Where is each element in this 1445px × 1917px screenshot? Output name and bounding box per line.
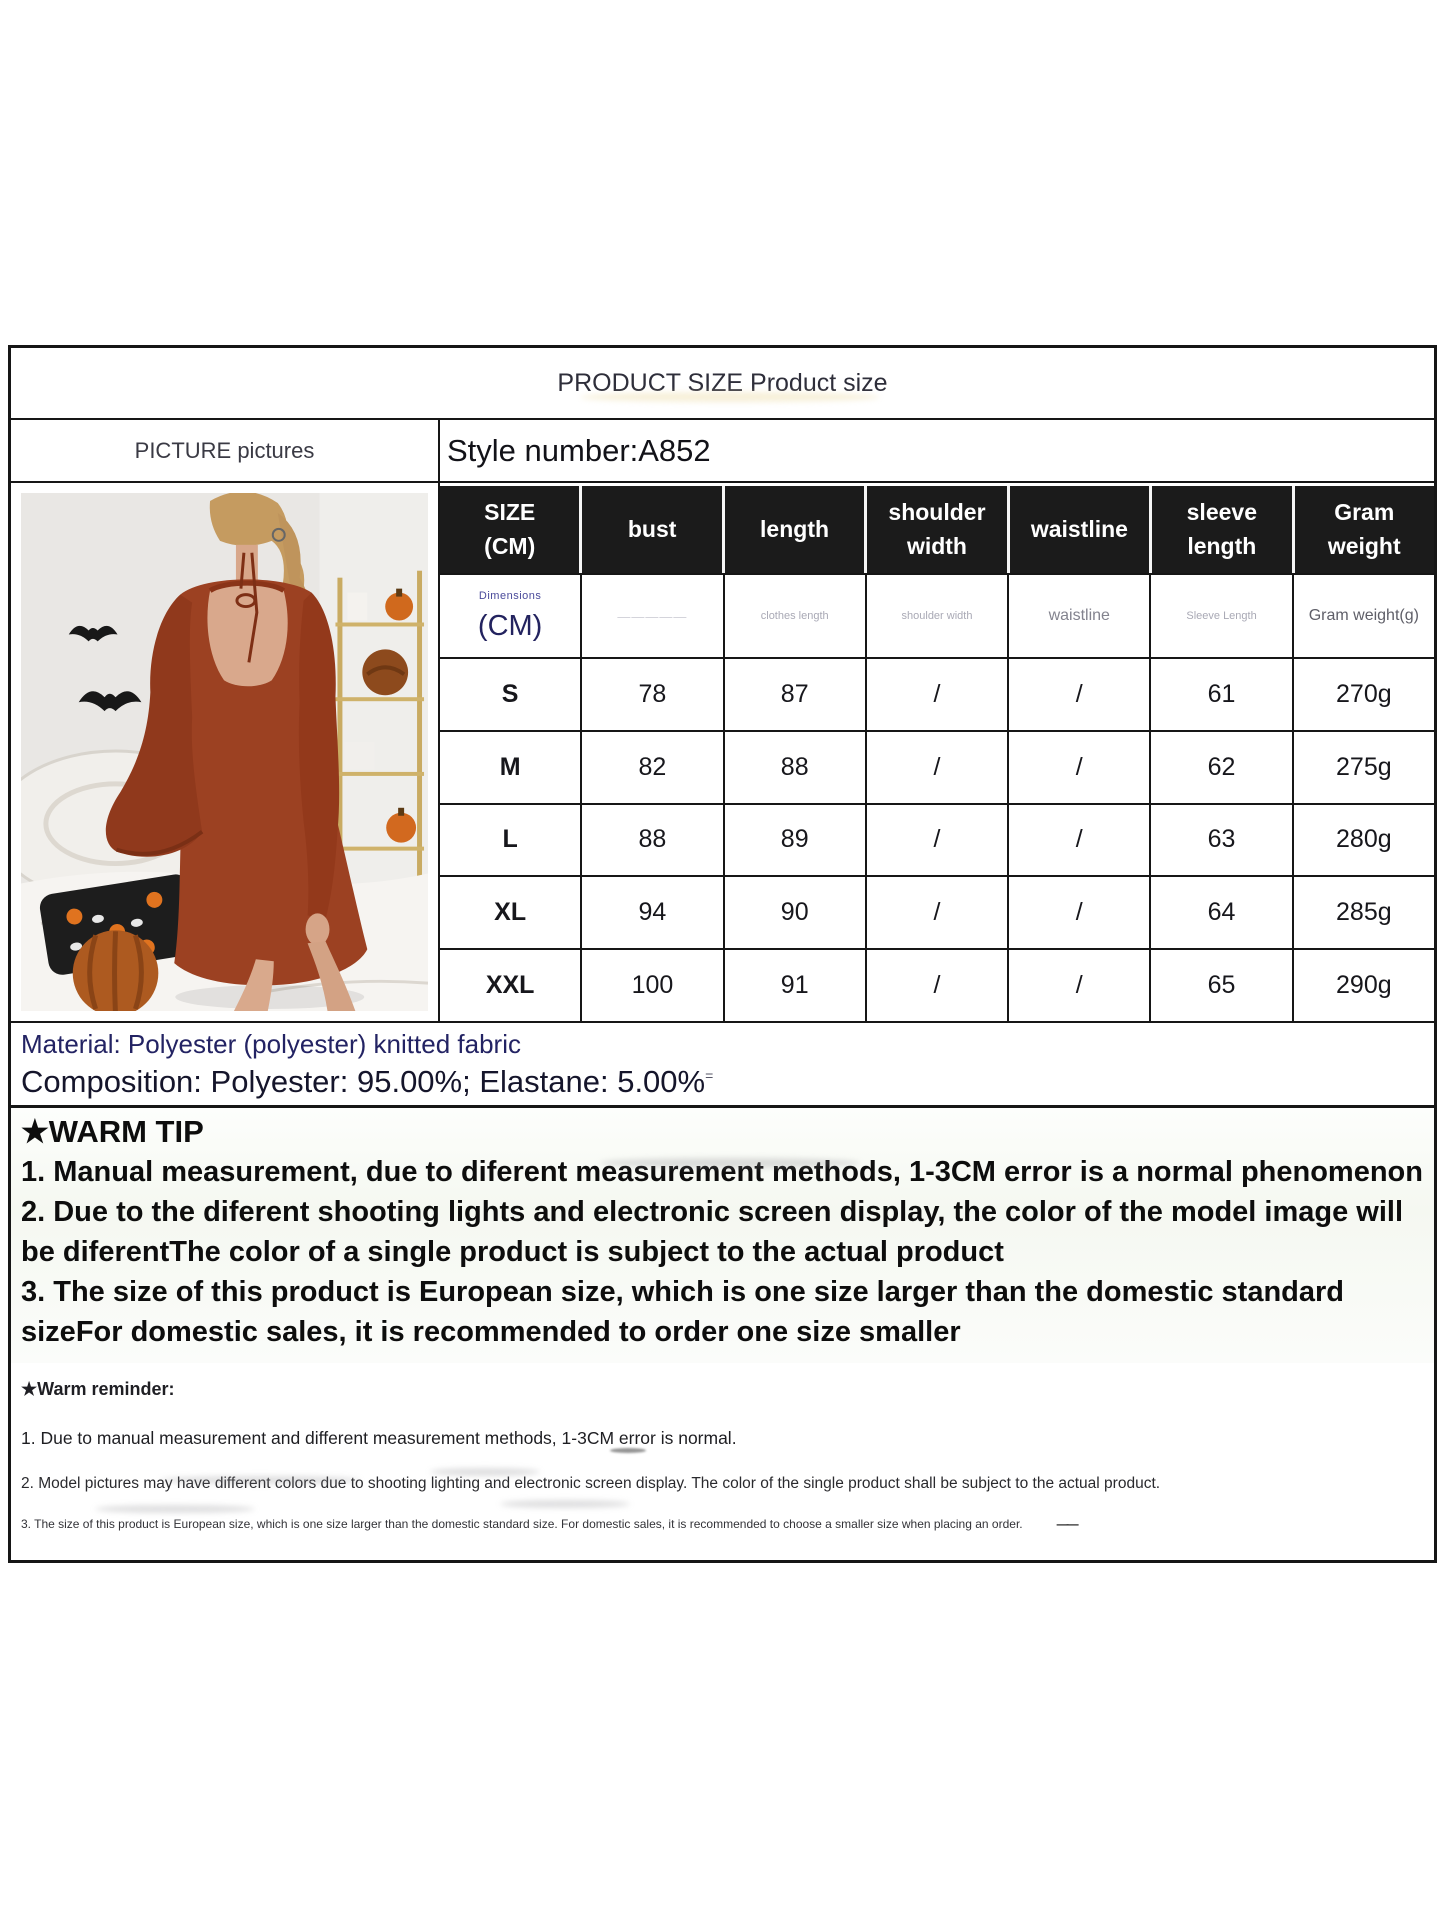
warm-tip-item-3: 3. The size of this product is European … — [21, 1276, 1345, 1348]
product-photo-cell — [11, 483, 440, 1021]
dimensions-shoulder-width: shoulder width — [867, 575, 1010, 657]
cell-shoulder-width: / — [867, 659, 1010, 730]
cell-size: S — [440, 659, 583, 730]
size-row-xl: XL 94 90 / / 64 285g — [440, 877, 1434, 951]
cell-gram-weight: 285g — [1336, 898, 1392, 927]
main-area: SIZE (CM) bust length shoulder width wai… — [11, 483, 1434, 1023]
cell-size: XXL — [440, 950, 583, 1021]
cell-shoulder-width: / — [867, 731, 1010, 803]
composition-text: Composition: Polyester: 95.00%; Elastane… — [21, 1062, 1424, 1103]
cell-shoulder-width: / — [867, 804, 1010, 876]
cell-gram-weight: 275g — [1336, 752, 1392, 781]
warm-reminder-section: ★Warm reminder: 1. Due to manual measure… — [11, 1363, 1434, 1531]
cell-sleeve-length: 63 — [1151, 804, 1294, 876]
gold-shelf — [335, 570, 425, 910]
column-header-size: SIZE (CM) — [440, 486, 583, 573]
dimensions-clothes-length: clothes length — [725, 575, 867, 657]
size-row-xxl: XXL 100 91 / / 65 290g — [440, 950, 1434, 1021]
cell-bust: 100 — [582, 950, 725, 1021]
column-header-length: length — [724, 486, 868, 573]
cell-size: M — [440, 731, 583, 803]
style-number: Style number:A852 — [447, 432, 711, 468]
fabric-details: Material: Polyester (polyester) knitted … — [11, 1023, 1434, 1105]
cell-waistline: / — [1009, 877, 1152, 949]
warm-tip-item-1: 1. Manual measurement, due to diferent m… — [21, 1156, 1423, 1188]
dimensions-sleeve-length: Sleeve Length — [1151, 575, 1294, 657]
product-photo — [21, 493, 428, 1011]
cell-length: 87 — [725, 659, 867, 730]
dimensions-waistline: waistline — [1009, 575, 1152, 657]
subheader-row: PICTURE pictures Style number:A852 — [11, 420, 1434, 483]
size-chart-box: PRODUCT SIZE Product size PICTURE pictur… — [8, 345, 1437, 1563]
warm-tip-item-2: 2. Due to the diferent shooting lights a… — [21, 1196, 1404, 1268]
cell-sleeve-length: 61 — [1151, 659, 1294, 730]
material-text: Material: Polyester (polyester) knitted … — [21, 1029, 521, 1059]
cell-shoulder-width: / — [867, 877, 1010, 949]
plush-pumpkin — [72, 930, 159, 1011]
cell-gram-weight: 290g — [1336, 971, 1392, 1000]
size-row-l: L 88 89 / / 63 280g — [440, 804, 1434, 878]
cell-bust: 94 — [582, 877, 725, 949]
warm-reminder-item-3: 3. The size of this product is European … — [21, 1517, 1424, 1531]
size-row-m: M 82 88 / / 62 275g — [440, 731, 1434, 805]
dimensions-label: Dimensions — [478, 589, 542, 602]
cell-waistline: / — [1009, 804, 1152, 876]
artifact-mark: = — [705, 1067, 713, 1084]
earring-icon — [271, 527, 286, 542]
warm-reminder-item-1: 1. Due to manual measurement and differe… — [21, 1428, 737, 1449]
column-header-sleeve-length: sleeve length — [1152, 486, 1295, 573]
dimensions-bust-placeholder: ————— — [582, 575, 725, 657]
cell-sleeve-length: 65 — [1151, 950, 1294, 1021]
cell-waistline: / — [1009, 950, 1152, 1021]
cell-sleeve-length: 64 — [1151, 877, 1294, 949]
size-row-s: S 78 87 / / 61 270g — [440, 659, 1434, 732]
cell-waistline: / — [1009, 659, 1152, 730]
cell-bust: 78 — [582, 659, 725, 730]
size-table: SIZE (CM) bust length shoulder width wai… — [440, 483, 1434, 1021]
size-table-header-row: SIZE (CM) bust length shoulder width wai… — [440, 483, 1434, 575]
cell-bust: 88 — [582, 804, 725, 876]
column-header-gram-weight: Gram weight — [1294, 486, 1434, 573]
artifact-dash: —— — [1056, 1517, 1079, 1532]
model-figure — [105, 493, 368, 1011]
dimensions-row: Dimensions (CM) ————— clothes length sho… — [440, 575, 1434, 659]
cell-gram-weight: 270g — [1336, 679, 1392, 708]
cell-length: 89 — [725, 804, 867, 876]
cell-shoulder-width: / — [867, 950, 1010, 1021]
warm-tip-section: ★WARM TIP 1. Manual measurement, due to … — [11, 1104, 1434, 1364]
composition-value: Composition: Polyester: 95.00%; Elastane… — [21, 1063, 706, 1099]
cell-sleeve-length: 62 — [1151, 731, 1294, 803]
cell-bust: 82 — [582, 731, 725, 803]
dimensions-gram-weight: Gram weight(g) — [1308, 607, 1419, 624]
dimensions-cell: Dimensions (CM) — [440, 575, 583, 657]
warm-reminder-title: ★Warm reminder: — [21, 1379, 175, 1400]
dimensions-unit: (CM) — [477, 609, 543, 642]
warm-reminder-item-3-text: 3. The size of this product is European … — [21, 1517, 1023, 1532]
column-header-bust: bust — [582, 486, 725, 573]
cell-size: XL — [440, 877, 583, 949]
warm-reminder-item-2: 2. Model pictures may have different col… — [21, 1475, 1161, 1493]
cell-waistline: / — [1009, 731, 1152, 803]
cell-length: 91 — [725, 950, 867, 1021]
picture-label: PICTURE pictures — [11, 420, 440, 481]
cell-size: L — [440, 804, 583, 876]
cell-length: 90 — [725, 877, 867, 949]
cell-gram-weight: 280g — [1336, 825, 1392, 854]
size-table-body: S 78 87 / / 61 270g M 82 88 / / 62 — [440, 659, 1434, 1021]
column-header-waistline: waistline — [1009, 486, 1153, 573]
bat-icon — [68, 625, 142, 712]
page-title: PRODUCT SIZE Product size — [11, 348, 1434, 420]
warm-tip-title: ★WARM TIP — [21, 1113, 204, 1149]
cell-length: 88 — [725, 731, 867, 803]
column-header-shoulder-width: shoulder width — [867, 486, 1010, 573]
